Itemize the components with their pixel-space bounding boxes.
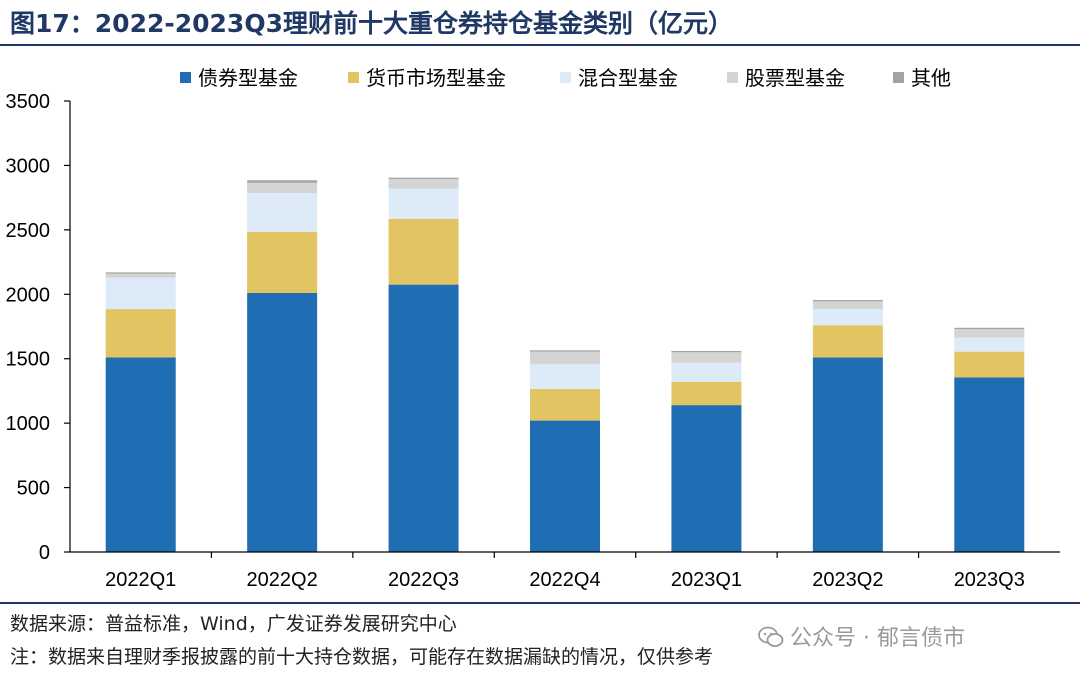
- watermark-text: 公众号 · 郁言债市: [790, 626, 965, 651]
- legend-label: 股票型基金: [745, 66, 845, 90]
- axes: 0 500 1000 1500 2000 2500 3000 3500 2022Q1 2022Q2…: [6, 91, 1060, 591]
- x-tick-label: 2023Q1: [671, 569, 742, 591]
- bar-segment: [247, 182, 318, 194]
- legend-swatch: [180, 72, 191, 83]
- bar-segment: [530, 420, 600, 552]
- bar-segment: [530, 388, 600, 421]
- bar-segment: [812, 325, 883, 358]
- x-tick-label: 2022Q3: [388, 569, 459, 591]
- bar-segment: [671, 352, 742, 363]
- bar-segment: [530, 350, 600, 352]
- title-rule: [0, 44, 1080, 46]
- footer-rule: [0, 602, 1080, 604]
- title-bar: 图17：2022-2023Q3理财前十大重仓券持仓基金类别（亿元）: [0, 0, 1080, 46]
- bar-segment: [388, 177, 459, 179]
- watermark: 公众号 · 郁言债市: [758, 620, 965, 652]
- bar-segment: [105, 357, 176, 552]
- x-tick-label: 2022Q2: [247, 569, 318, 591]
- y-tick-label: 1500: [6, 349, 51, 371]
- legend-label: 其他: [911, 66, 951, 90]
- legend: 债券型基金 货币市场型基金 混合型基金 股票型基金 其他: [180, 66, 951, 90]
- bar-segment: [671, 350, 742, 353]
- bars: [105, 177, 1025, 552]
- bar-segment: [388, 188, 459, 219]
- bar-segment: [105, 273, 176, 278]
- bar-segment: [812, 357, 883, 552]
- y-tick-label: 1000: [6, 413, 51, 435]
- bar-segment: [105, 277, 176, 310]
- bar-segment: [247, 231, 318, 293]
- y-tick-label: 2000: [6, 284, 51, 306]
- stacked-bar-chart: 债券型基金 货币市场型基金 混合型基金 股票型基金 其他 0 500 1000 1500 200…: [6, 66, 1060, 591]
- bar-segment: [388, 284, 459, 552]
- bar-segment: [954, 329, 1025, 338]
- y-tick-label: 3000: [6, 155, 51, 177]
- y-tick-label: 500: [17, 478, 50, 500]
- bar-segment: [671, 405, 742, 552]
- bar-segment: [954, 327, 1025, 330]
- bar-segment: [388, 178, 459, 189]
- bar-segment: [247, 292, 318, 552]
- bar-segment: [105, 309, 176, 358]
- legend-label: 混合型基金: [578, 66, 678, 90]
- chart-title: 图17：2022-2023Q3理财前十大重仓券持仓基金类别（亿元）: [10, 9, 733, 38]
- note-text: 注：数据来自理财季报披露的前十大持仓数据，可能存在数据漏缺的情况，仅供参考: [10, 646, 714, 668]
- legend-label: 债券型基金: [198, 66, 298, 90]
- legend-swatch: [348, 72, 359, 83]
- source-text: 数据来源：普益标准，Wind，广发证券发展研究中心: [10, 613, 457, 635]
- y-tick-label: 3500: [6, 91, 51, 113]
- bar-segment: [812, 300, 883, 302]
- legend-swatch: [727, 72, 738, 83]
- bar-segment: [954, 377, 1025, 552]
- x-tick-label: 2022Q1: [105, 569, 176, 591]
- legend-swatch: [893, 72, 904, 83]
- x-tick-label: 2023Q2: [812, 569, 883, 591]
- y-tick-label: 0: [39, 542, 50, 564]
- bar-segment: [671, 362, 742, 382]
- bar-segment: [247, 180, 318, 183]
- bar-segment: [954, 351, 1025, 378]
- legend-swatch: [560, 72, 571, 83]
- bar-segment: [388, 218, 459, 285]
- bar-segment: [812, 309, 883, 326]
- wechat-icon: [758, 626, 784, 647]
- bar-segment: [247, 193, 318, 232]
- bar-segment: [671, 381, 742, 406]
- bar-segment: [105, 272, 176, 274]
- y-tick-label: 2500: [6, 220, 51, 242]
- x-tick-label: 2022Q4: [529, 569, 600, 591]
- x-tick-label: 2023Q3: [954, 569, 1025, 591]
- legend-label: 货币市场型基金: [366, 66, 506, 90]
- bar-segment: [530, 351, 600, 364]
- bar-segment: [812, 301, 883, 310]
- bar-segment: [954, 337, 1025, 352]
- bar-segment: [530, 363, 600, 389]
